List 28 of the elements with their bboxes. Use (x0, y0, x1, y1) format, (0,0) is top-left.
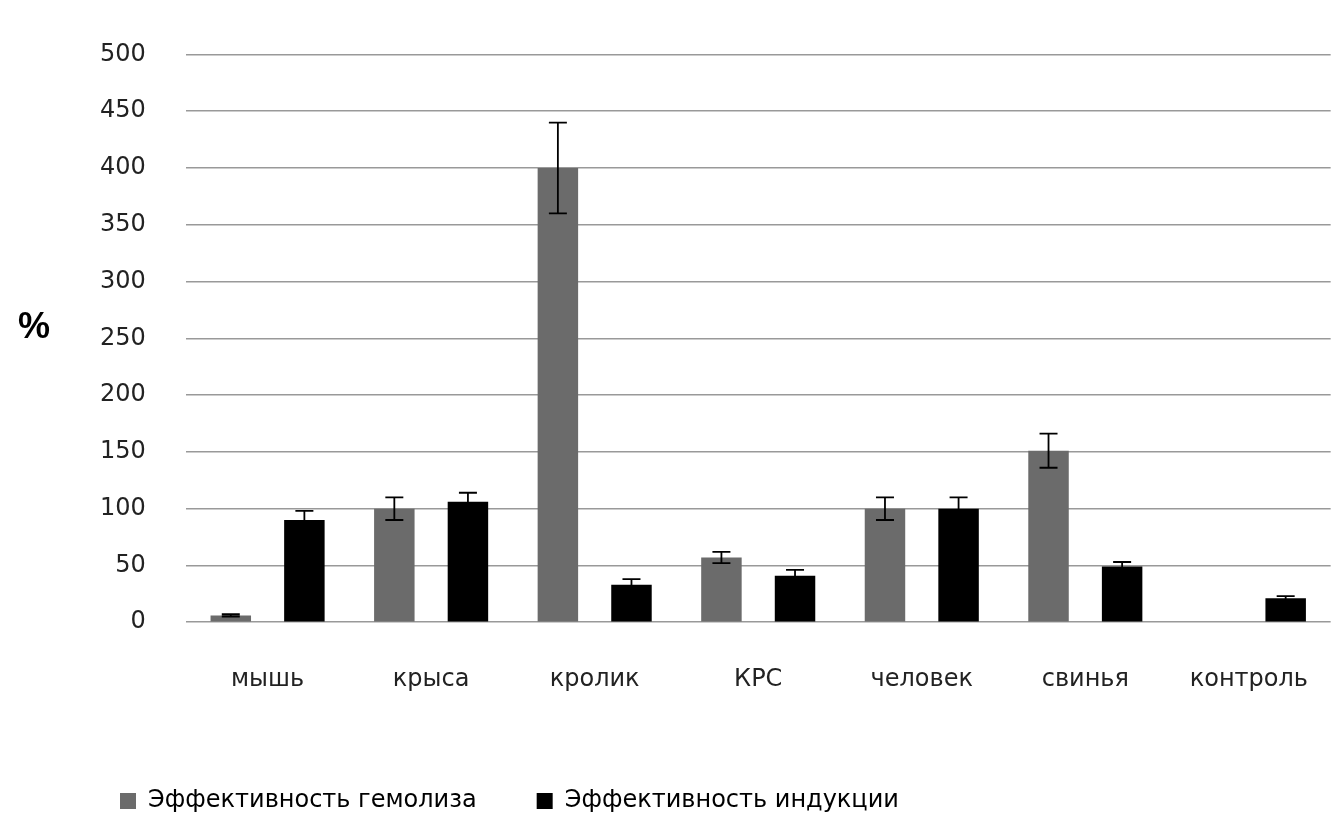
y-tick-label: 250 (100, 322, 146, 351)
x-tick-label: свинья (1041, 663, 1129, 692)
y-tick-label: 100 (100, 492, 146, 521)
legend-label: Эффективность индукции (564, 785, 899, 814)
x-tick-label: человек (870, 663, 973, 692)
bar (1028, 450, 1069, 622)
x-tick-label: КРС (734, 663, 783, 692)
bar (864, 508, 906, 622)
bar (1265, 598, 1306, 622)
bar (210, 615, 252, 622)
x-tick-label: кролик (549, 663, 640, 692)
x-tick-label: контроль (1189, 663, 1309, 692)
y-tick-label: 200 (100, 379, 146, 408)
y-tick-label: 450 (100, 95, 146, 124)
y-tick-label: 400 (100, 152, 146, 181)
x-tick-label: крыса (392, 663, 470, 692)
bar (701, 557, 742, 622)
bar (374, 508, 415, 622)
y-tick-label: 50 (115, 549, 146, 578)
bar (537, 167, 579, 622)
x-tick-label: мышь (231, 663, 305, 692)
y-tick-label: 300 (100, 265, 146, 294)
y-tick-label: 0 (130, 606, 146, 635)
legend-label: Эффективность гемолиза (148, 785, 477, 814)
y-tick-label: 150 (100, 436, 146, 465)
y-tick-label: 350 (100, 208, 146, 237)
y-tick-label: 500 (100, 38, 146, 67)
y-axis-title: % (18, 305, 51, 347)
